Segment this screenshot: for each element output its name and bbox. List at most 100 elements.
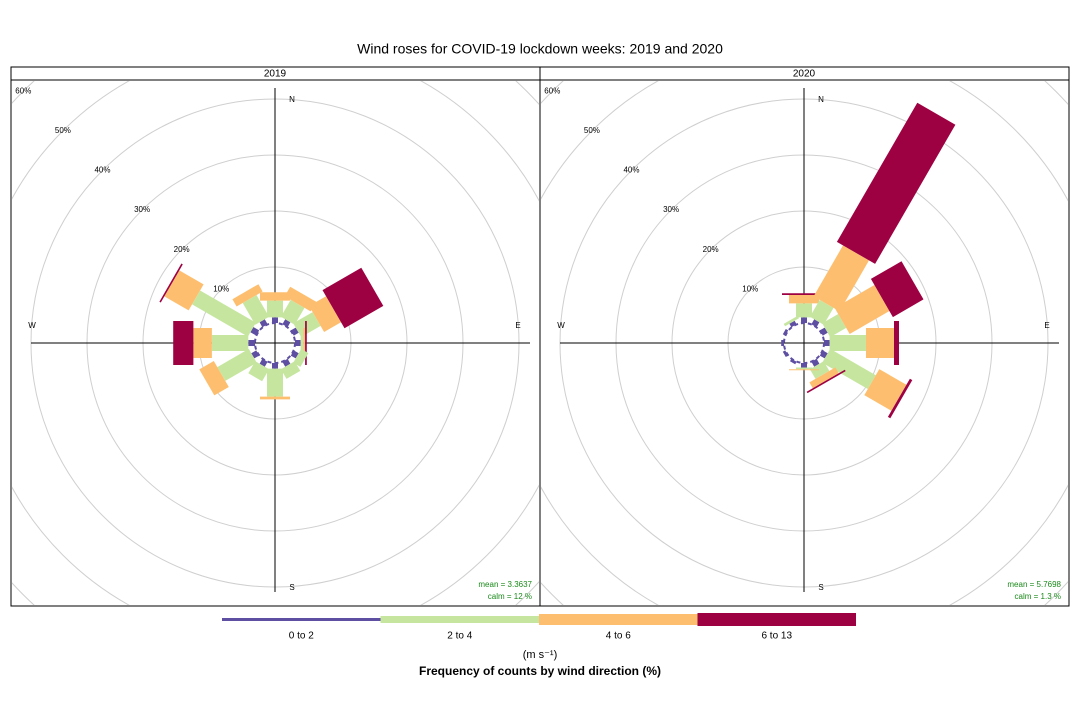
- rose-segment: [782, 329, 789, 336]
- rose-segment: [164, 270, 204, 311]
- rose-segment: [809, 367, 839, 389]
- rose-segment: [309, 296, 341, 332]
- rose-segment: [272, 317, 278, 323]
- rose-segment: [280, 361, 301, 379]
- rose-segment: [811, 319, 820, 328]
- compass-label: W: [28, 321, 36, 330]
- rose-segment: [192, 290, 256, 337]
- rose-segment: [789, 320, 797, 328]
- legend-label: 2 to 4: [447, 631, 472, 642]
- legend-swatch: [222, 618, 381, 621]
- r-tick-label: 10%: [742, 284, 758, 293]
- rose-segment: [282, 358, 291, 367]
- rose-segment: [782, 350, 789, 357]
- mean-label: mean = 3.3637: [478, 580, 532, 589]
- rose-segment: [824, 340, 830, 346]
- compass-label: S: [289, 583, 294, 592]
- rose-segment: [806, 369, 846, 394]
- compass-label: N: [818, 95, 824, 104]
- rose-segment: [834, 285, 890, 334]
- rose-segment: [290, 327, 299, 336]
- rose-segment: [272, 363, 278, 369]
- calm-label: calm = 12 %: [488, 592, 532, 601]
- rose-segment: [829, 335, 866, 351]
- r-tick-label: 20%: [703, 245, 719, 254]
- legend-title: Frequency of counts by wind direction (%…: [419, 664, 661, 678]
- r-tick-label: 50%: [584, 126, 600, 135]
- r-tick-label: 60%: [544, 86, 560, 95]
- rose-segment: [789, 369, 819, 371]
- rose-segment: [801, 317, 807, 323]
- rose-segment: [813, 245, 869, 312]
- rose-segment: [217, 348, 257, 381]
- compass-label: W: [557, 321, 565, 330]
- rose-segment: [809, 361, 830, 379]
- rose-segment: [870, 261, 924, 318]
- rose-segment: [836, 102, 956, 264]
- rose-segment: [282, 319, 291, 328]
- r-tick-label: 50%: [55, 126, 71, 135]
- rose-segment: [248, 361, 270, 382]
- compass-label: E: [515, 321, 520, 330]
- legend-swatch: [697, 613, 856, 626]
- rose-segment: [280, 299, 305, 325]
- legend-units: (m s⁻¹): [523, 649, 558, 661]
- rose-segment: [819, 350, 828, 359]
- rose-segment: [251, 350, 260, 359]
- rose-segment: [822, 314, 847, 338]
- panel-title: 2019: [264, 69, 287, 80]
- rose-segment: [293, 348, 309, 367]
- legend-swatch: [539, 614, 698, 625]
- chart-title: Wind roses for COVID-19 lockdown weeks: …: [357, 41, 723, 57]
- rose-segment: [819, 327, 828, 336]
- panel-title: 2020: [793, 69, 816, 80]
- rose-segment: [864, 369, 907, 411]
- rose-segment: [232, 284, 263, 307]
- rose-segment: [259, 319, 268, 328]
- rose-segment: [781, 340, 784, 346]
- rose-segment: [193, 328, 212, 358]
- legend-label: 6 to 13: [761, 631, 792, 642]
- mean-label: mean = 5.7698: [1007, 580, 1061, 589]
- rose-segment: [894, 321, 899, 365]
- rose-segment: [796, 367, 812, 370]
- rose-segment: [790, 358, 797, 365]
- rose-segment: [822, 348, 876, 389]
- r-tick-label: 10%: [213, 284, 229, 293]
- rose-segment: [305, 321, 307, 365]
- rose-segment: [322, 267, 384, 329]
- r-tick-label: 40%: [623, 166, 639, 175]
- rose-segment: [248, 340, 255, 346]
- grid-ring: [541, 81, 1068, 605]
- panel-frame: [539, 66, 1070, 607]
- rose-segment: [250, 327, 260, 336]
- r-tick-label: 40%: [94, 166, 110, 175]
- rose-segment: [783, 315, 799, 327]
- rose-segment: [293, 312, 321, 338]
- rose-segment: [295, 340, 301, 346]
- rose-segment: [284, 286, 317, 312]
- rose-segment: [199, 361, 229, 396]
- rose-segment: [267, 368, 283, 397]
- rose-segment: [259, 358, 268, 367]
- rose-segment: [290, 350, 299, 359]
- compass-label: N: [289, 95, 295, 104]
- rose-segment: [260, 396, 290, 400]
- compass-label: E: [1044, 321, 1049, 330]
- rose-segment: [801, 363, 807, 368]
- r-tick-label: 60%: [15, 86, 31, 95]
- r-tick-label: 30%: [663, 205, 679, 214]
- panel-plot: 10% 20% 30% 40% 50% 60% N E S W: [12, 81, 539, 605]
- r-tick-label: 30%: [134, 205, 150, 214]
- grid-ring: [12, 81, 539, 605]
- rose-segment: [267, 300, 283, 318]
- r-tick-label: 20%: [174, 245, 190, 254]
- rose-segment: [811, 358, 820, 367]
- compass-label: S: [818, 583, 823, 592]
- rose-segment: [173, 321, 194, 365]
- rose-segment: [300, 335, 304, 351]
- rose-segment: [159, 263, 183, 303]
- rose-segment: [809, 299, 834, 325]
- legend-label: 4 to 6: [606, 631, 631, 642]
